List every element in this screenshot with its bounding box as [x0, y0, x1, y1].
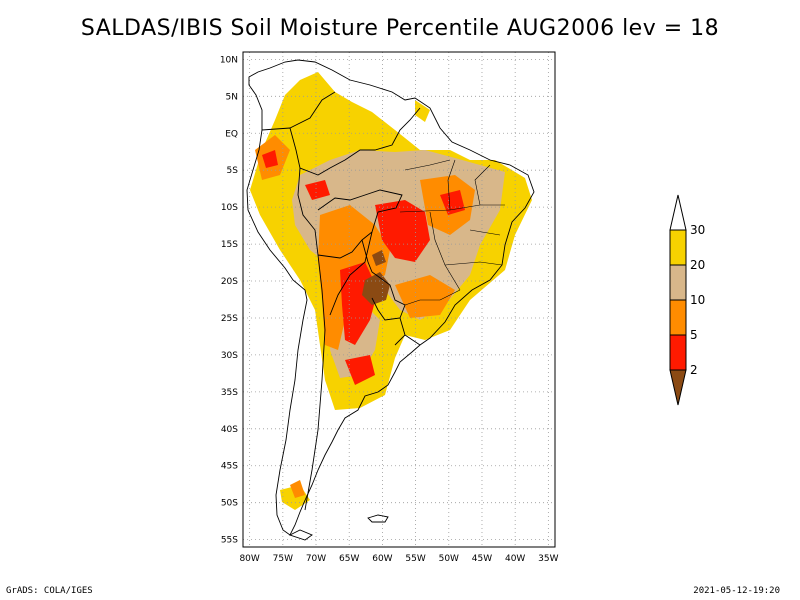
footer-credit: GrADS: COLA/IGES	[6, 586, 93, 596]
moisture-region-below-2	[372, 250, 386, 266]
tierra-del-fuego	[288, 529, 313, 541]
lon-tick-label: 45W	[472, 554, 492, 564]
falkland-islands	[367, 514, 389, 523]
lon-tick-label: 60W	[372, 554, 392, 564]
colorbar-label: 10	[690, 293, 705, 307]
colorbar-segment-2-5	[669, 334, 687, 371]
moisture-region-2-5	[375, 200, 430, 262]
footer-timestamp: 2021-05-12-19:20	[693, 586, 780, 596]
lon-tick-label: 65W	[339, 554, 359, 564]
latitude-labels: 10N 5N EQ 5S 10S 15S 20S 25S 30S 35S 40S 45S 50S 55S	[220, 55, 238, 545]
lon-tick-label: 35W	[538, 554, 558, 564]
lat-tick-label: 40S	[221, 425, 238, 435]
longitude-labels: 80W 75W 70W 65W 60W 55W 50W 45W 40W 35W	[239, 554, 558, 564]
lat-tick-label: 15S	[221, 240, 238, 250]
lat-tick-label: 55S	[221, 536, 238, 546]
lat-tick-label: 10S	[221, 203, 238, 213]
lon-tick-label: 40W	[505, 554, 525, 564]
lat-tick-label: 10N	[220, 55, 238, 65]
lon-tick-label: 70W	[306, 554, 326, 564]
colorbar-segment-below-2	[669, 369, 687, 406]
colorbar-label: 5	[690, 328, 698, 342]
colorbar-label: 20	[690, 258, 705, 272]
lon-tick-label: 80W	[239, 554, 259, 564]
lat-tick-label: 5S	[227, 166, 239, 176]
lat-tick-label: 25S	[221, 314, 238, 324]
national-borders	[261, 91, 421, 511]
colorbar-label: 30	[690, 223, 705, 237]
moisture-region-5-10	[290, 480, 305, 498]
moisture-region-2-5	[262, 150, 278, 168]
colorbar-label: 2	[690, 363, 698, 377]
lon-tick-label: 55W	[405, 554, 425, 564]
moisture-region-2-5	[305, 180, 330, 200]
lon-tick-label: 75W	[273, 554, 293, 564]
lat-tick-label: 50S	[221, 499, 238, 509]
moisture-field	[250, 72, 532, 510]
lon-tick-label: 50W	[439, 554, 459, 564]
colorbar-segment-above-30	[669, 194, 687, 231]
colorbar: 30 20 10 5 2	[669, 194, 705, 406]
moisture-region-2-5	[345, 355, 375, 385]
moisture-region-5-10	[395, 275, 455, 318]
colorbar-segment-5-10	[669, 299, 687, 336]
lat-tick-label: 20S	[221, 277, 238, 287]
moisture-region-20-30	[415, 100, 430, 122]
lat-tick-label: 5N	[226, 92, 238, 102]
colorbar-segment-10-20	[669, 264, 687, 301]
lat-tick-label: 45S	[221, 462, 238, 472]
lat-tick-label: 30S	[221, 351, 238, 361]
plot-frame	[242, 51, 556, 548]
south-america-coastline	[246, 59, 535, 536]
lat-tick-label: 35S	[221, 388, 238, 398]
brazil-state-borders	[399, 159, 505, 306]
colorbar-segment-20-30	[669, 229, 687, 266]
lat-tick-label: EQ	[225, 129, 238, 139]
map-title: SALDAS/IBIS Soil Moisture Percentile AUG…	[80, 16, 720, 41]
coastlines	[246, 59, 535, 541]
